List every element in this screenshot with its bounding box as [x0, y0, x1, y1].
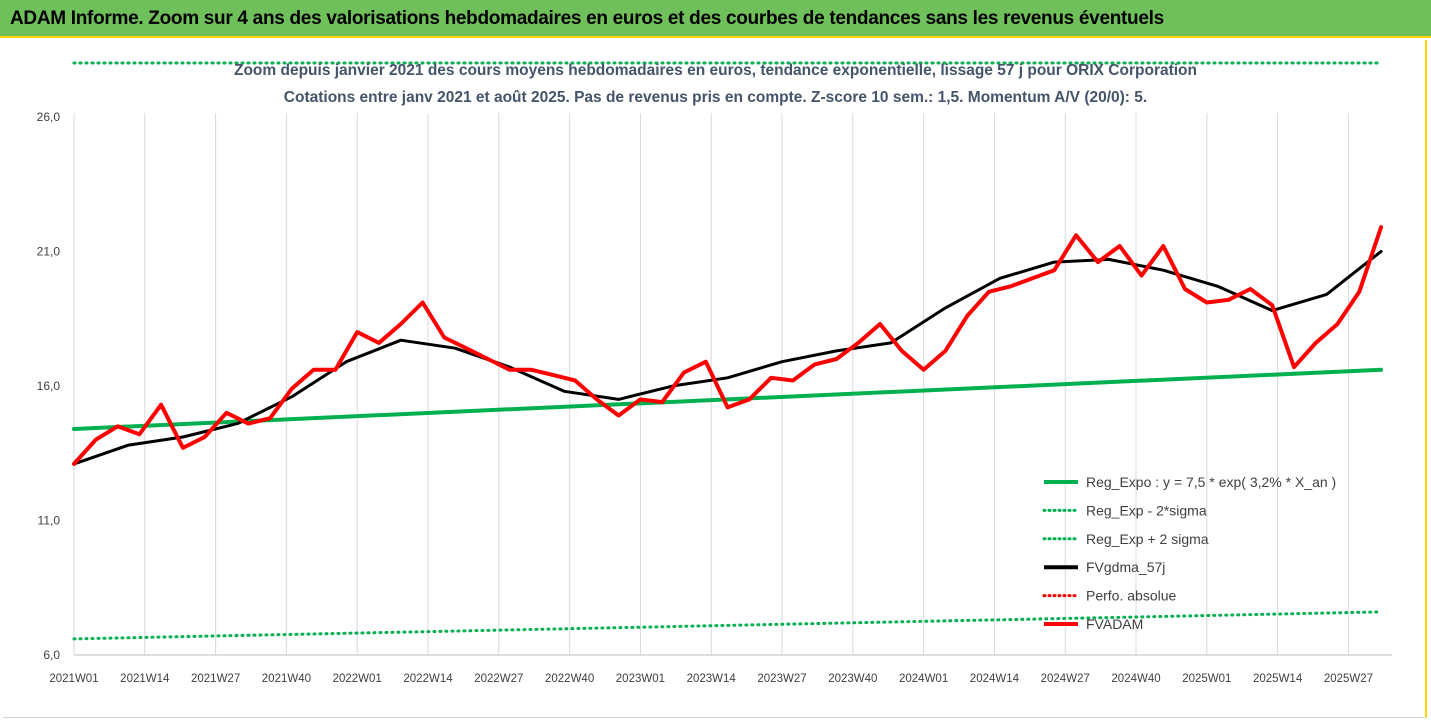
legend-label: Reg_Exp - 2*sigma: [1086, 502, 1207, 518]
x-tick-label: 2022W27: [474, 673, 523, 685]
legend-label: Perfo. absolue: [1086, 588, 1176, 604]
series-lines: [72, 61, 1384, 641]
chart-subtitle: Cotations entre janv 2021 et août 2025. …: [283, 89, 1148, 106]
legend-label: FVgdma_57j: [1086, 559, 1165, 575]
grid-lines: [73, 113, 1392, 656]
x-tick-label: 2023W14: [687, 673, 737, 685]
legend-label: FVADAM: [1086, 616, 1143, 632]
x-tick-label: 2021W27: [191, 673, 240, 685]
x-tick-label: 2025W27: [1324, 673, 1373, 685]
series-line-5: [72, 225, 1384, 466]
report-banner: ADAM Informe. Zoom sur 4 ans des valoris…: [0, 0, 1431, 38]
x-tick-label: 2022W14: [403, 673, 453, 685]
x-tick-label: 2023W40: [828, 673, 877, 685]
x-tick-label: 2025W01: [1182, 673, 1231, 685]
x-tick-label: 2021W01: [49, 673, 98, 685]
y-tick-label: 16,0: [37, 379, 61, 393]
x-tick-label: 2021W40: [262, 673, 311, 685]
series-line-0: [72, 367, 1384, 431]
legend: Reg_Expo : y = 7,5 * exp( 3,2% * X_an ) R…: [1042, 474, 1336, 632]
legend-label: Reg_Exp + 2 sigma: [1086, 531, 1209, 547]
x-tick-label: 2023W27: [757, 673, 806, 685]
x-axis-ticks: 2021W01 2021W14 2021W27 2021W40 2022W01 2022W…: [49, 673, 1373, 685]
y-tick-label: 26,0: [37, 110, 61, 124]
chart-frame: [3, 40, 1427, 718]
x-tick-label: 2021W14: [120, 673, 170, 685]
y-tick-label: 6,0: [43, 648, 60, 662]
y-tick-label: 11,0: [38, 513, 61, 527]
x-tick-label: 2022W01: [333, 673, 382, 685]
series-line-1: [72, 610, 1383, 641]
x-tick-label: 2024W40: [1111, 673, 1160, 685]
series-line-3: [72, 249, 1383, 466]
y-tick-label: 21,0: [37, 244, 61, 258]
legend-label: Reg_Expo : y = 7,5 * exp( 3,2% * X_an ): [1086, 474, 1336, 490]
x-tick-label: 2024W01: [899, 673, 948, 685]
x-tick-label: 2022W40: [545, 673, 594, 685]
x-tick-label: 2024W14: [970, 673, 1020, 685]
x-tick-label: 2025W14: [1253, 673, 1303, 685]
x-tick-label: 2023W01: [616, 673, 665, 685]
report-title: ADAM Informe. Zoom sur 4 ans des valoris…: [10, 8, 1164, 29]
chart-title: Zoom depuis janvier 2021 des cours moyen…: [234, 62, 1197, 79]
x-tick-label: 2024W27: [1041, 673, 1090, 685]
y-axis-ticks: 6,0 11,0 16,0 21,0 26,0: [37, 110, 61, 662]
